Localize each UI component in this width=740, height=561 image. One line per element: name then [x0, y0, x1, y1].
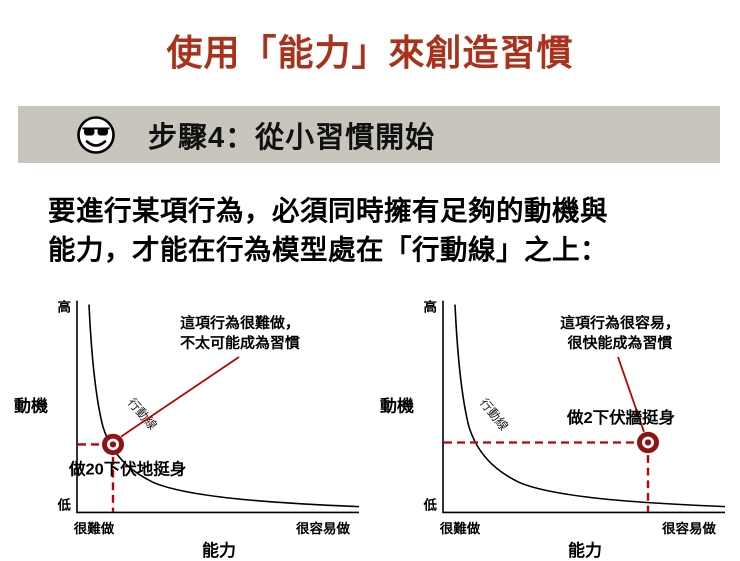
axes — [442, 300, 725, 514]
action-line-curve — [88, 304, 360, 508]
behavior-model-chart-easy: 高 低 動機 行動線 這項行為很容易， 很快能成為習慣 做2下伏牆挺身 很難做 … — [380, 299, 726, 560]
y-tick-low: 低 — [56, 497, 71, 513]
body-paragraph: 要進行某項行為，必須同時擁有足夠的動機與 能力，才能在行為模型處在「行動線」之上… — [48, 191, 740, 269]
annotation-line-2: 不太可能成為習慣 — [180, 334, 300, 352]
annotation-pointer-line — [617, 356, 645, 433]
behavior-point-label: 做20下伏地挺身 — [68, 460, 186, 479]
y-axis-label: 動機 — [380, 396, 414, 416]
annotation-pointer-line — [120, 356, 240, 438]
sunglasses-smiley-icon — [76, 115, 116, 155]
y-axis-label: 動機 — [14, 396, 48, 416]
charts-row: 高 低 動機 行動線 這項行為很難做， 不太可能成為習慣 做20下伏地挺身 很難… — [0, 289, 740, 561]
x-tick-right: 很容易做 — [296, 520, 351, 536]
x-tick-left: 很難做 — [74, 520, 115, 536]
y-tick-high: 高 — [58, 299, 71, 315]
annotation-line-1: 這項行為很容易， — [560, 314, 680, 332]
behavior-point-label: 做2下伏牆挺身 — [566, 408, 675, 427]
step-banner-label: 步驟4：從小習慣開始 — [148, 121, 436, 154]
x-tick-right: 很容易做 — [662, 520, 717, 536]
x-axis-label: 能力 — [568, 540, 602, 560]
y-tick-high: 高 — [424, 299, 437, 315]
behavior-dot-center — [109, 441, 117, 448]
body-line-1: 要進行某項行為，必須同時擁有足夠的動機與 — [48, 195, 608, 226]
axes — [76, 300, 359, 514]
annotation-line-1: 這項行為很難做， — [180, 314, 300, 332]
action-line-label: 行動線 — [477, 395, 512, 433]
step-banner: 步驟4：從小習慣開始 — [18, 106, 720, 163]
behavior-model-chart-hard: 高 低 動機 行動線 這項行為很難做， 不太可能成為習慣 做20下伏地挺身 很難… — [14, 299, 360, 560]
behavior-dot-center — [644, 439, 652, 446]
body-line-2: 能力，才能在行為模型處在「行動線」之上： — [48, 234, 608, 265]
x-tick-left: 很難做 — [440, 520, 481, 536]
y-tick-low: 低 — [422, 497, 437, 513]
page-title: 使用「能力」來創造習慣 — [166, 32, 574, 73]
action-line-curve — [454, 304, 726, 508]
x-axis-label: 能力 — [202, 540, 236, 560]
annotation-line-2: 很快能成為習慣 — [568, 334, 673, 352]
